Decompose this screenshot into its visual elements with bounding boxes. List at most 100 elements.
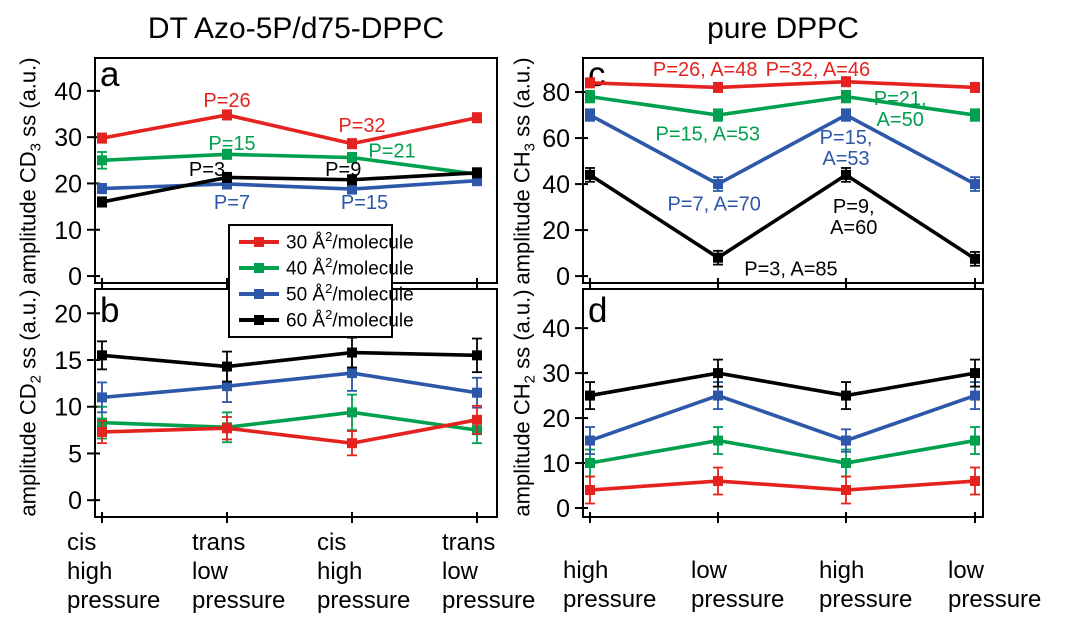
legend-square-marker [254, 289, 264, 299]
annotation: P=26, A=48 [653, 59, 758, 81]
data-point-marker-red [472, 414, 482, 425]
data-point-marker-red [713, 82, 723, 93]
legend-line [239, 289, 279, 299]
panel-c-title: pure DPPC [707, 12, 859, 45]
data-point-marker-blue [585, 435, 595, 446]
panel-letter-a: a [100, 55, 120, 94]
series-line-green [101, 152, 478, 176]
y-axis-label-d: amplitude CH2 ss (a.u.) [509, 289, 539, 517]
data-point-marker-green [585, 458, 595, 469]
series-line-blue [589, 113, 976, 187]
x-category-label: low pressure [691, 557, 785, 613]
data-point-marker-green [970, 435, 980, 446]
x-category-label: trans low pressure [442, 529, 536, 614]
series-line-blue [589, 393, 976, 443]
data-point-marker-red [841, 76, 851, 87]
y-tick-label: 30 [54, 124, 82, 152]
y-tick-label: 10 [54, 394, 82, 422]
data-point-marker-blue [347, 184, 357, 195]
y-tick-label: 20 [54, 170, 82, 198]
annotation: P=15 [208, 133, 255, 155]
data-point-marker-black [472, 167, 482, 178]
data-point-marker-blue [713, 390, 723, 401]
series-line-red [101, 418, 478, 446]
x-category-label: high pressure [819, 557, 913, 613]
data-point-marker-blue [472, 175, 482, 186]
data-point-marker-blue [347, 368, 357, 379]
panel-letter-b: b [100, 291, 119, 330]
annotation: A=53 [822, 148, 869, 170]
y-tick-label: 0 [68, 263, 82, 291]
legend-line [239, 263, 279, 273]
y-tick-label: 10 [542, 450, 570, 478]
data-point-marker-black [841, 390, 851, 401]
data-point-marker-green [585, 91, 595, 102]
series-line-black [101, 350, 478, 369]
legend-label: 30 Å2/molecule [286, 229, 414, 254]
data-point-marker-red [97, 133, 107, 144]
y-tick-label: 5 [68, 440, 82, 468]
data-point-marker-blue [222, 178, 232, 189]
y-tick-label: 20 [542, 405, 570, 433]
data-point-marker-red [222, 423, 232, 434]
y-tick-label: 30 [542, 360, 570, 388]
x-category-label: high pressure [563, 557, 657, 613]
data-point-marker-red [841, 485, 851, 496]
y-tick-label: 40 [54, 78, 82, 106]
data-point-marker-red [222, 109, 232, 120]
y-tick-label: 80 [542, 79, 570, 107]
data-point-marker-blue [97, 183, 107, 194]
data-point-marker-red [97, 426, 107, 437]
data-point-marker-red [347, 138, 357, 149]
data-point-marker-red [585, 485, 595, 496]
data-point-marker-blue [841, 435, 851, 446]
data-point-marker-green [713, 435, 723, 446]
data-point-marker-green [713, 110, 723, 121]
data-point-marker-red [347, 438, 357, 449]
legend-entry: 40 Å2/molecule [239, 255, 414, 281]
data-point-marker-black [970, 253, 980, 264]
annotation: P=9, [833, 196, 875, 218]
y-tick-label: 10 [54, 217, 82, 245]
data-point-marker-black [841, 169, 851, 180]
legend-label: 60 Å2/molecule [286, 307, 414, 332]
data-point-marker-blue [970, 179, 980, 190]
data-point-marker-black [347, 174, 357, 185]
annotation: P=15, A=53 [655, 123, 760, 145]
x-category-label: cis high pressure [317, 529, 411, 614]
legend-entry: 50 Å2/molecule [239, 281, 414, 307]
data-point-marker-red [970, 476, 980, 487]
data-point-marker-black [97, 350, 107, 361]
series-line-red [589, 479, 976, 492]
data-point-marker-black [585, 390, 595, 401]
y-tick-label: 20 [542, 217, 570, 245]
y-axis-label-b: amplitude CD2 ss (a.u.) [15, 289, 45, 517]
data-point-marker-green [347, 407, 357, 418]
data-point-marker-black [713, 368, 723, 379]
annotation: P=3 [189, 159, 225, 181]
data-point-marker-red [472, 112, 482, 123]
data-point-marker-blue [97, 392, 107, 403]
series-line-black [101, 171, 478, 204]
y-tick-label: 40 [542, 171, 570, 199]
annotation: P=32 [338, 115, 385, 137]
series-line-red [101, 113, 478, 146]
data-point-marker-blue [222, 381, 232, 392]
legend: 30 Å2/molecule 40 Å2/molecule 50 Å2/molecu… [228, 224, 414, 338]
data-point-marker-black [222, 361, 232, 372]
annotation: P=32, A=46 [766, 59, 871, 81]
data-point-marker-blue [585, 110, 595, 121]
y-tick-label: 0 [556, 263, 570, 291]
series-line-green [589, 438, 976, 465]
series-line-black [589, 371, 976, 398]
legend-label: 40 Å2/molecule [286, 255, 414, 280]
annotation: P=21 [368, 141, 415, 163]
annotation: P=9 [325, 159, 361, 181]
annotation: P=7, A=70 [667, 194, 760, 216]
x-category-label: low pressure [948, 557, 1042, 613]
data-point-marker-blue [472, 387, 482, 398]
legend-square-marker [254, 315, 264, 325]
data-point-marker-red [970, 82, 980, 93]
data-point-marker-black [222, 172, 232, 183]
